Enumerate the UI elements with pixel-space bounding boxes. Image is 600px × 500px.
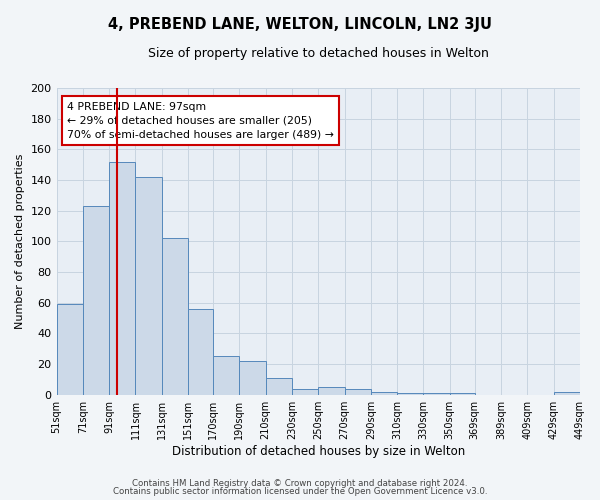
Bar <box>397 393 424 394</box>
Text: 4, PREBEND LANE, WELTON, LINCOLN, LN2 3JU: 4, PREBEND LANE, WELTON, LINCOLN, LN2 3J… <box>108 18 492 32</box>
Bar <box>266 378 292 394</box>
Bar <box>318 387 344 394</box>
Bar <box>109 162 136 394</box>
X-axis label: Distribution of detached houses by size in Welton: Distribution of detached houses by size … <box>172 444 465 458</box>
Bar <box>213 356 239 395</box>
Text: Contains HM Land Registry data © Crown copyright and database right 2024.: Contains HM Land Registry data © Crown c… <box>132 478 468 488</box>
Bar <box>554 392 580 394</box>
Bar <box>83 206 109 394</box>
Bar <box>188 309 213 394</box>
Text: Contains public sector information licensed under the Open Government Licence v3: Contains public sector information licen… <box>113 487 487 496</box>
Title: Size of property relative to detached houses in Welton: Size of property relative to detached ho… <box>148 48 489 60</box>
Y-axis label: Number of detached properties: Number of detached properties <box>15 154 25 329</box>
Bar <box>450 393 475 394</box>
Bar <box>292 388 318 394</box>
Bar <box>136 177 162 394</box>
Bar <box>56 304 83 394</box>
Bar <box>162 238 188 394</box>
Bar <box>239 361 266 394</box>
Text: 4 PREBEND LANE: 97sqm
← 29% of detached houses are smaller (205)
70% of semi-det: 4 PREBEND LANE: 97sqm ← 29% of detached … <box>67 102 334 140</box>
Bar <box>371 392 397 394</box>
Bar <box>424 393 450 394</box>
Bar <box>344 388 371 394</box>
